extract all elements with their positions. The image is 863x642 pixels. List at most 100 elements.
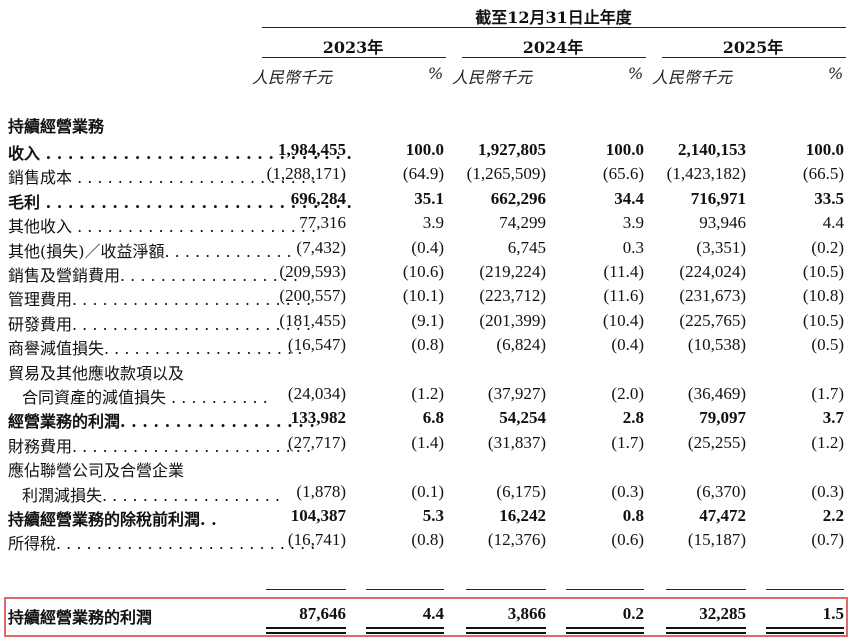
cell-2025-pct: 33.5 [814, 189, 844, 208]
row-label: 利潤減損失. . . . . . . . . . . . . . . . . . [22, 486, 281, 505]
cell-2023-amount: (1,878) [296, 482, 346, 501]
cell-2024-pct: (2.0) [611, 384, 644, 403]
unit-label-2024: 人民幣千元 [452, 68, 533, 87]
cell-2023-amount: (181,455) [279, 311, 346, 330]
cell-2024-amount: (6,824) [496, 335, 546, 354]
cell-2023-amount: 133,982 [290, 408, 346, 427]
double-rule-1a [266, 627, 346, 629]
double-rule-2a [366, 627, 444, 629]
table-row: 持續經營業務的除稅前利潤. . 104,387 5.3 16,242 0.8 47,472… [0, 506, 863, 529]
cell-2024-amount: (223,712) [479, 286, 546, 305]
cell-2025-pct: (10.5) [802, 262, 844, 281]
period-title: 截至12月31日止年度 [475, 8, 632, 27]
unit-label-2025: 人民幣千元 [652, 68, 733, 87]
cell-2024-amount: (1,265,509) [466, 164, 546, 183]
table-row: 毛利 . . . . . . . . . . . . . . . . . . .… [0, 189, 863, 212]
table-row: 研發費用. . . . . . . . . . . . . . . . . . … [0, 311, 863, 334]
double-rule-6b [766, 632, 844, 634]
cell-2025-amount: 79,097 [699, 408, 746, 427]
cell-2025-amount: 716,971 [690, 189, 746, 208]
row-label: 所得稅. . . . . . . . . . . . . . . . . . .… [8, 534, 316, 553]
row-label: 合同資產的減值損失 . . . . . . . . . . [22, 388, 268, 407]
cell-2023-pct: 3.9 [422, 213, 444, 232]
cell-2024-pct: (11.4) [603, 262, 644, 281]
highlight-box [4, 597, 848, 637]
cell-2024-pct: (10.4) [602, 311, 644, 330]
table-row: 管理費用. . . . . . . . . . . . . . . . . . … [0, 286, 863, 309]
cell-2023-pct: (1.2) [411, 384, 444, 403]
year-2024-header: 2024年 [522, 38, 584, 57]
total-2023-amount: 87,646 [299, 604, 346, 623]
cell-2023-pct: (0.1) [411, 482, 444, 501]
year-rule-2023 [262, 57, 446, 58]
table-row: 經營業務的利潤. . . . . . . . . . . . . . . . .… [0, 408, 863, 431]
cell-2025-pct: (1.7) [811, 384, 844, 403]
row-label: 經營業務的利潤. . . . . . . . . . . . . . . . .… [8, 412, 315, 431]
cell-2025-pct: (66.5) [802, 164, 844, 183]
cell-2023-pct: (1.4) [411, 433, 444, 452]
table-row: 合同資產的減值損失 . . . . . . . . . . (24,034) (1.… [0, 384, 863, 407]
year-2025-header: 2025年 [722, 38, 784, 57]
cell-2023-amount: (209,593) [279, 262, 346, 281]
row-label: 貿易及其他應收款項以及 [8, 364, 185, 383]
cell-2023-pct: 100.0 [405, 140, 444, 159]
cell-2025-pct: (10.5) [802, 311, 844, 330]
total-2024-amount: 3,866 [507, 604, 546, 623]
cell-2024-amount: 74,299 [499, 213, 546, 232]
double-rule-1b [266, 632, 346, 634]
cell-2025-amount: 2,140,153 [678, 140, 746, 159]
pct-label-2024: % [628, 64, 644, 83]
section-title: 持續經營業務 [8, 117, 105, 136]
double-rule-4b [566, 632, 644, 634]
cell-2023-amount: 104,387 [290, 506, 346, 525]
table-row: 所得稅. . . . . . . . . . . . . . . . . . .… [0, 530, 863, 553]
cell-2023-pct: (0.8) [411, 530, 444, 549]
cell-2023-amount: (16,741) [287, 530, 346, 549]
row-label: 研發費用. . . . . . . . . . . . . . . . . . … [8, 315, 312, 334]
total-row-label: 持續經營業務的利潤 [8, 608, 153, 627]
cell-2025-pct: 4.4 [822, 213, 844, 232]
cell-2023-amount: 77,316 [299, 213, 346, 232]
pct-label-2023: % [428, 64, 444, 83]
cell-2024-amount: (201,399) [479, 311, 546, 330]
cell-2023-pct: (64.9) [402, 164, 444, 183]
cell-2024-amount: 6,745 [507, 238, 546, 257]
double-rule-5b [666, 632, 746, 634]
cell-2024-amount: (12,376) [487, 530, 546, 549]
table-row: 其他收入 . . . . . . . . . . . . . . . . . .… [0, 213, 863, 236]
cell-2025-pct: (1.2) [811, 433, 844, 452]
cell-2023-pct: (0.4) [411, 238, 444, 257]
year-rule-2025 [662, 57, 846, 58]
row-label: 管理費用. . . . . . . . . . . . . . . . . . … [8, 290, 312, 309]
cell-2025-amount: (224,024) [679, 262, 746, 281]
total-2023-pct: 4.4 [422, 604, 444, 623]
cell-2024-amount: 662,296 [490, 189, 546, 208]
total-row: 持續經營業務的利潤 87,646 4.4 3,866 0.2 32,285 1.… [0, 604, 863, 627]
table-row: 其他(損失)／收益淨額. . . . . . . . . . . . . (7,4… [0, 238, 863, 261]
subtotal-rule-1 [266, 589, 346, 590]
cell-2025-pct: (0.3) [811, 482, 844, 501]
cell-2023-pct: 5.3 [422, 506, 444, 525]
cell-2025-amount: (6,370) [696, 482, 746, 501]
cell-2023-pct: 6.8 [422, 408, 444, 427]
cell-2024-amount: 54,254 [499, 408, 546, 427]
unit-label-2023: 人民幣千元 [252, 68, 333, 87]
cell-2025-pct: (0.2) [811, 238, 844, 257]
cell-2025-amount: 47,472 [699, 506, 746, 525]
cell-2024-pct: 100.0 [605, 140, 644, 159]
table-row: 收入 . . . . . . . . . . . . . . . . . . .… [0, 140, 863, 163]
year-2023-header: 2023年 [322, 38, 384, 57]
double-rule-4a [566, 627, 644, 629]
cell-2023-amount: (24,034) [287, 384, 346, 403]
cell-2025-amount: (25,255) [687, 433, 746, 452]
subtotal-rule-2 [366, 589, 444, 590]
cell-2023-pct: (9.1) [411, 311, 444, 330]
table-row: 銷售成本 . . . . . . . . . . . . . . . . . .… [0, 164, 863, 187]
table-row: 應佔聯營公司及合營企業 [0, 457, 863, 480]
cell-2024-pct: (0.6) [611, 530, 644, 549]
row-label: 持續經營業務的除稅前利潤. . [8, 510, 217, 529]
cell-2024-amount: (31,837) [487, 433, 546, 452]
cell-2025-amount: 93,946 [699, 213, 746, 232]
total-2025-pct: 1.5 [822, 604, 844, 623]
cell-2025-amount: (10,538) [687, 335, 746, 354]
